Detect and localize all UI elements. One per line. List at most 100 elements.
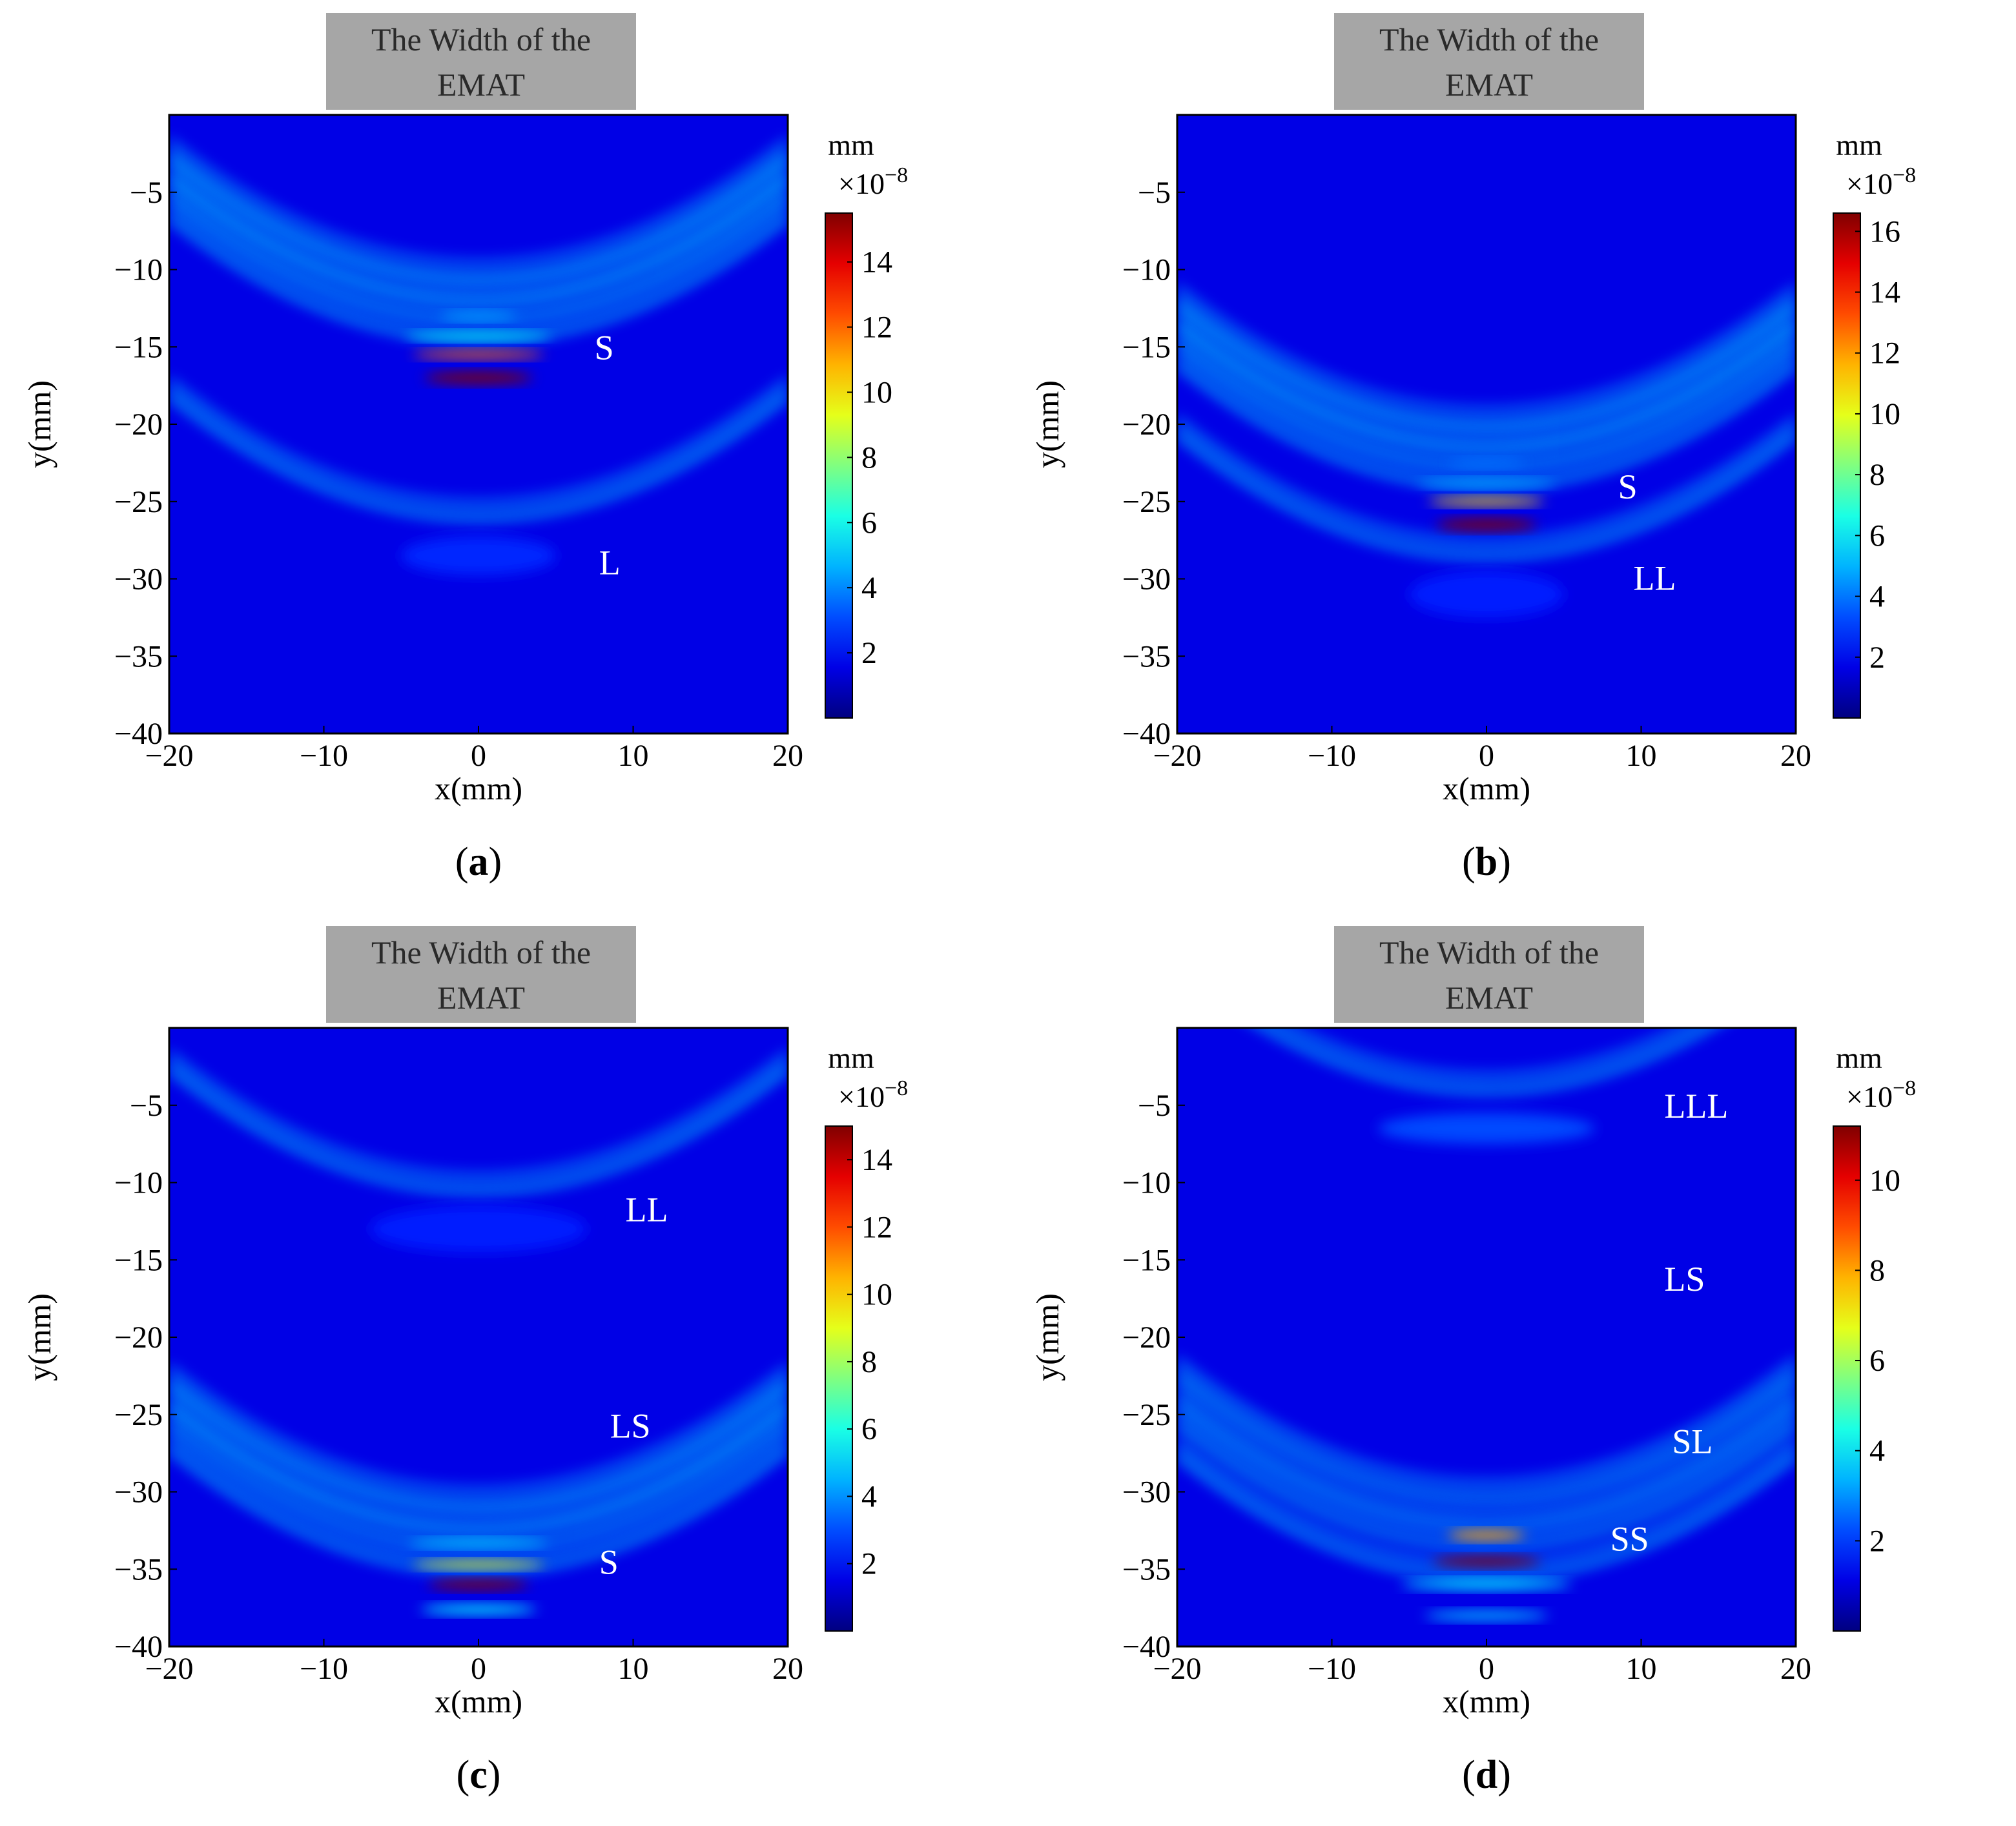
wave-arc bbox=[169, 1372, 788, 1501]
wave-arc bbox=[169, 1058, 788, 1187]
colorbar-tick-label: 6 bbox=[861, 1412, 877, 1446]
wave-mode-label: LLL bbox=[1664, 1087, 1728, 1125]
wavefront-band bbox=[1448, 458, 1525, 467]
wave-arc bbox=[169, 1381, 788, 1510]
y-tick-label: −10 bbox=[114, 1166, 163, 1200]
colorbar bbox=[1833, 212, 1861, 719]
y-tick-label: −30 bbox=[114, 562, 163, 597]
wave-arc bbox=[169, 1423, 788, 1552]
wave-arc bbox=[169, 174, 788, 303]
y-tick-label: −40 bbox=[1122, 717, 1171, 751]
colorbar bbox=[1833, 1125, 1861, 1632]
colorbar-tick-label: 8 bbox=[1869, 1253, 1885, 1287]
x-tick-label: 10 bbox=[1626, 739, 1657, 773]
y-tick-label: −30 bbox=[1122, 1475, 1171, 1510]
y-tick-label: −15 bbox=[1122, 1243, 1171, 1277]
wave-arc bbox=[1177, 1364, 1796, 1493]
x-tick-label: 10 bbox=[1626, 1652, 1657, 1686]
x-tick-label: 0 bbox=[471, 1652, 486, 1686]
colorbar-tick-label: 6 bbox=[861, 506, 877, 540]
wavefront-band bbox=[1436, 519, 1537, 531]
x-tick-label: 20 bbox=[1780, 739, 1811, 773]
wave-arc bbox=[169, 184, 788, 313]
emat-title-line: The Width of the bbox=[371, 934, 591, 970]
y-tick-label: −25 bbox=[114, 485, 163, 519]
panel-d: −20 −10 0 10 20 −5 −10 −15 −20 −25 −30 −35 −40 x(mm) y… bbox=[1008, 913, 2016, 1826]
colorbar-tick-label: 4 bbox=[1869, 1434, 1885, 1468]
y-tick-label: −35 bbox=[114, 1552, 163, 1586]
emat-title-line: EMAT bbox=[437, 980, 525, 1016]
colorbar bbox=[825, 1125, 853, 1632]
y-tick-label: −30 bbox=[1122, 562, 1171, 597]
wavefront-band bbox=[1448, 1530, 1525, 1540]
x-axis-label: x(mm) bbox=[1443, 1683, 1530, 1719]
wave-mode-label: LS bbox=[610, 1407, 651, 1446]
wavefront-band bbox=[1425, 1610, 1548, 1621]
panel-c: −20 −10 0 10 20 −5 −10 −15 −20 −25 −30 −35 −40 x(mm) y… bbox=[0, 913, 1008, 1826]
y-tick-label: −20 bbox=[114, 1320, 163, 1355]
y-tick-label: −5 bbox=[1138, 1089, 1171, 1123]
emat-title-line: The Width of the bbox=[371, 21, 591, 57]
wavefront-band bbox=[1401, 1580, 1572, 1590]
wave-arc bbox=[169, 394, 788, 523]
wave-arc bbox=[1177, 1405, 1796, 1534]
wave-arc bbox=[1177, 1382, 1796, 1511]
y-tick-label: −35 bbox=[114, 639, 163, 673]
y-tick-label: −15 bbox=[114, 1243, 163, 1277]
y-tick-label: −40 bbox=[1122, 1630, 1171, 1664]
panel-caption: (d) bbox=[1462, 1753, 1511, 1797]
y-tick-label: −35 bbox=[1122, 639, 1171, 673]
y-axis-label: y(mm) bbox=[21, 1293, 57, 1381]
y-tick-label: −5 bbox=[130, 1089, 163, 1123]
wave-arc bbox=[1177, 283, 1796, 412]
wave-arc bbox=[1177, 313, 1796, 442]
wave-arc bbox=[1177, 1391, 1796, 1520]
wave-arc bbox=[169, 165, 788, 294]
x-tick-label: 20 bbox=[772, 739, 803, 773]
y-tick-label: −15 bbox=[114, 330, 163, 364]
heatmap-field bbox=[1177, 1028, 1796, 1621]
emat-box bbox=[1334, 926, 1644, 1023]
x-axis-label: x(mm) bbox=[1443, 770, 1530, 806]
emat-title-line: EMAT bbox=[1445, 67, 1533, 103]
emat-box bbox=[326, 13, 636, 110]
y-tick-label: −10 bbox=[114, 253, 163, 287]
wave-arc bbox=[169, 1403, 788, 1532]
x-tick-label: −10 bbox=[1308, 1652, 1356, 1686]
colorbar-tick-label: 6 bbox=[1869, 1344, 1885, 1378]
y-tick-label: −20 bbox=[1122, 407, 1171, 442]
wavefront-band bbox=[1428, 497, 1545, 506]
colorbar-tick-label: 12 bbox=[1869, 336, 1900, 371]
emat-title-line: EMAT bbox=[1445, 980, 1533, 1016]
wavefront-band bbox=[1432, 1557, 1541, 1566]
wave-arc bbox=[1177, 331, 1796, 460]
wave-arc bbox=[169, 216, 788, 345]
y-tick-label: −40 bbox=[114, 717, 163, 751]
wave-mode-label: LL bbox=[1634, 559, 1676, 597]
x-tick-label: 10 bbox=[618, 739, 649, 773]
wavefront-band bbox=[1417, 479, 1556, 487]
colorbar-tick-label: 10 bbox=[1869, 397, 1900, 431]
wave-arc bbox=[1177, 1373, 1796, 1503]
colorbar-unit: mm bbox=[1836, 1041, 1882, 1074]
colorbar-tick-label: 16 bbox=[1869, 214, 1900, 249]
colorbar-tick-label: 8 bbox=[1869, 458, 1885, 492]
wave-arc bbox=[1272, 1028, 1701, 1087]
panel-caption: (c) bbox=[457, 1753, 501, 1797]
colorbar-scale: ×10−8 bbox=[838, 1076, 908, 1113]
colorbar-tick-label: 8 bbox=[861, 1345, 877, 1379]
wave-arc bbox=[1177, 433, 1796, 562]
wave-arc bbox=[1177, 1445, 1796, 1574]
y-tick-label: −40 bbox=[114, 1630, 163, 1664]
x-tick-label: 0 bbox=[1479, 1652, 1494, 1686]
wave-arc bbox=[169, 145, 788, 274]
colorbar-tick-label: 2 bbox=[861, 636, 877, 670]
y-tick-label: −35 bbox=[1122, 1552, 1171, 1586]
wave-arc bbox=[1177, 322, 1796, 451]
wave-arc bbox=[169, 385, 788, 514]
wavefront-band bbox=[370, 1205, 587, 1253]
wave-mode-label: SL bbox=[1672, 1422, 1713, 1461]
panel-a: −20 −10 0 10 20 −5 −10 −15 −20 −25 −30 −35 −40 x(mm) y… bbox=[0, 0, 1008, 913]
colorbar-tick-label: 4 bbox=[861, 571, 877, 605]
